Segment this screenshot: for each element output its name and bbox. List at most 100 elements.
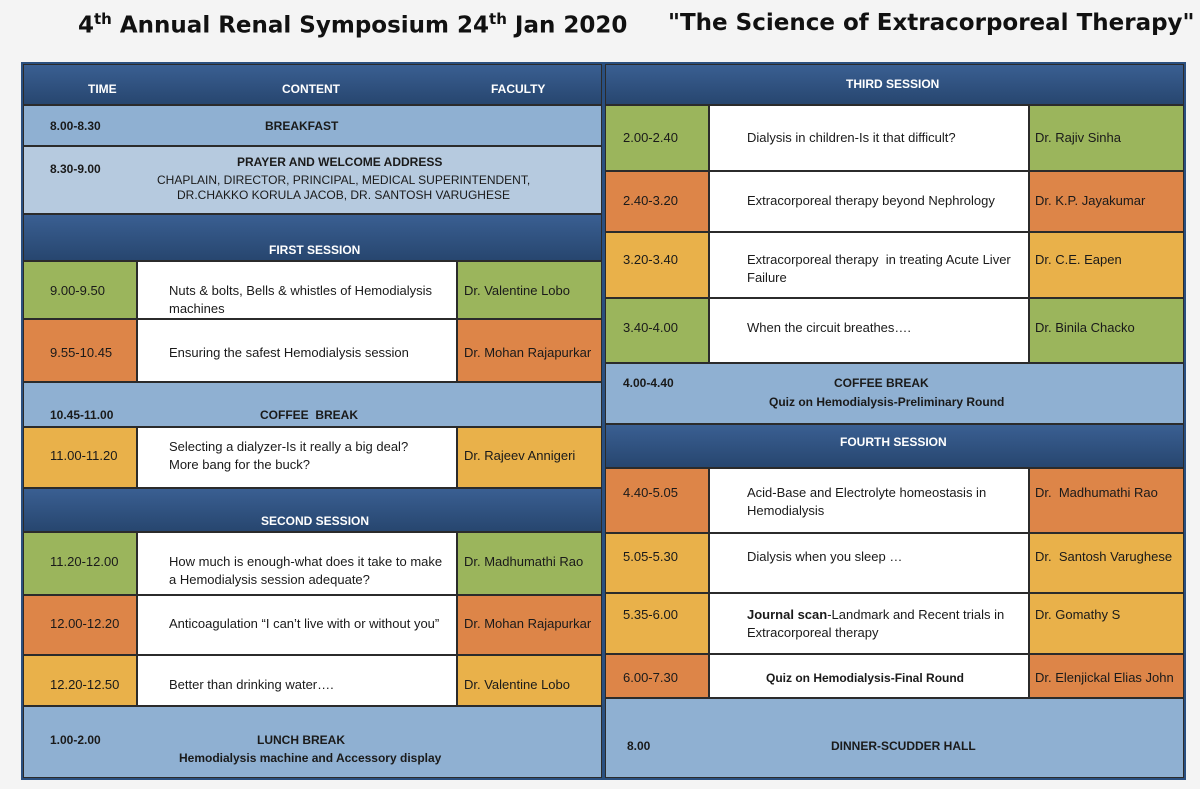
time-cell: 2.40-3.20 (605, 171, 709, 232)
row-time: 8.00 (627, 739, 651, 753)
row-label: LUNCH BREAK (257, 733, 345, 747)
content-cell: How much is enough-what does it take to … (137, 532, 457, 595)
time-cell: 12.00-12.20 (23, 595, 137, 655)
faculty-cell: Dr. Madhumathi Rao (1029, 468, 1184, 533)
time-cell: 9.55-10.45 (23, 319, 137, 382)
time-text: 5.35-6.00 (623, 607, 678, 622)
time-text: 11.00-11.20 (50, 448, 118, 463)
row-label: COFFEE BREAK (834, 376, 929, 390)
row-sub: Hemodialysis machine and Accessory displ… (179, 751, 442, 765)
faculty-cell: Dr. Mohan Rajapurkar (457, 595, 602, 655)
time-cell: 5.05-5.30 (605, 533, 709, 593)
content-cell: Quiz on Hemodialysis-Final Round (709, 654, 1029, 698)
faculty-cell: Dr. Elenjickal Elias John (1029, 654, 1184, 698)
faculty-text: Dr. Madhumathi Rao (464, 554, 584, 569)
time-cell: 2.00-2.40 (605, 105, 709, 171)
time-cell: 5.35-6.00 (605, 593, 709, 654)
row-label: BREAKFAST (265, 119, 339, 133)
content-text: Extracorporeal therapy (747, 625, 879, 640)
column-header-row: TIME CONTENT FACULTY (23, 64, 602, 105)
content-text: Extracorporeal therapy in treating Acute… (747, 252, 1011, 267)
dinner-row: 8.00 DINNER-SCUDDER HALL (605, 698, 1184, 778)
faculty-cell: Dr. Santosh Varughese (1029, 533, 1184, 593)
content-cell: Acid-Base and Electrolyte homeostasis in… (709, 468, 1029, 533)
row-time: 1.00-2.00 (50, 733, 101, 747)
time-text: 4.40-5.05 (623, 485, 678, 500)
faculty-cell: Dr. Rajeev Annigeri (457, 427, 602, 488)
title-sup: th (489, 10, 507, 28)
title-part: 4 (78, 12, 95, 39)
faculty-cell: Dr. C.E. Eapen (1029, 232, 1184, 298)
content-cell: Nuts & bolts, Bells & whistles of Hemodi… (137, 261, 457, 319)
content-text: a Hemodialysis session adequate? (169, 572, 370, 587)
content-text: Ensuring the safest Hemodialysis session (169, 345, 409, 360)
content-cell: Extracorporeal therapy in treating Acute… (709, 232, 1029, 298)
time-text: 5.05-5.30 (623, 549, 678, 564)
session-label: THIRD SESSION (846, 77, 940, 91)
time-cell: 9.00-9.50 (23, 261, 137, 319)
row-sub: DR.CHAKKO KORULA JACOB, DR. SANTOSH VARU… (177, 188, 510, 202)
content-text: Hemodialysis (747, 503, 825, 518)
faculty-cell: Dr. Madhumathi Rao (457, 532, 602, 595)
faculty-cell: Dr. Rajiv Sinha (1029, 105, 1184, 171)
lunch-break-row: 1.00-2.00 LUNCH BREAK Hemodialysis machi… (23, 706, 602, 778)
third-session-header: THIRD SESSION (605, 64, 1184, 105)
symposium-title: 4th Annual Renal Symposium 24th Jan 2020 (78, 10, 627, 39)
col-faculty-header: FACULTY (491, 82, 546, 96)
row-label: PRAYER AND WELCOME ADDRESS (237, 155, 443, 169)
faculty-text: Dr. Madhumathi Rao (1035, 485, 1158, 500)
faculty-text: Dr. Valentine Lobo (464, 283, 570, 298)
faculty-text: Dr. Gomathy S (1035, 607, 1121, 622)
faculty-text: Dr. Valentine Lobo (464, 677, 570, 692)
content-cell: When the circuit breathes…. (709, 298, 1029, 363)
theme-title: "The Science of Extracorporeal Therapy" (668, 10, 1195, 36)
coffee-break-row: 4.00-4.40 COFFEE BREAK Quiz on Hemodialy… (605, 363, 1184, 424)
coffee-break-row: 10.45-11.00 COFFEE BREAK (23, 382, 602, 427)
time-cell: 11.20-12.00 (23, 532, 137, 595)
faculty-text: Dr. Rajiv Sinha (1035, 130, 1121, 145)
time-text: 11.20-12.00 (50, 554, 119, 569)
fourth-session-header: FOURTH SESSION (605, 424, 1184, 468)
time-cell: 3.40-4.00 (605, 298, 709, 363)
time-text: 3.40-4.00 (623, 320, 678, 335)
welcome-row: 8.30-9.00 PRAYER AND WELCOME ADDRESS CHA… (23, 146, 602, 214)
content-text: Anticoagulation “I can’t live with or wi… (169, 616, 440, 631)
content-text: -Landmark and Recent trials in (827, 607, 1005, 622)
faculty-text: Dr. Santosh Varughese (1035, 549, 1173, 564)
time-text: 12.00-12.20 (50, 616, 120, 631)
faculty-text: Dr. Elenjickal Elias John (1035, 670, 1174, 685)
title-part: Jan 2020 (506, 12, 628, 39)
content-text: Failure (747, 270, 787, 285)
content-text: Extracorporeal therapy beyond Nephrology (747, 193, 995, 208)
faculty-text: Dr. Binila Chacko (1035, 320, 1135, 335)
session-label: FOURTH SESSION (840, 435, 947, 449)
content-cell: Anticoagulation “I can’t live with or wi… (137, 595, 457, 655)
time-cell: 11.00-11.20 (23, 427, 137, 488)
row-sub: CHAPLAIN, DIRECTOR, PRINCIPAL, MEDICAL S… (157, 173, 531, 187)
content-cell: Dialysis when you sleep … (709, 533, 1029, 593)
faculty-cell: Dr. Valentine Lobo (457, 261, 602, 319)
faculty-cell: Dr. K.P. Jayakumar (1029, 171, 1184, 232)
row-sub: Quiz on Hemodialysis-Preliminary Round (769, 395, 1005, 409)
row-time: 8.30-9.00 (50, 162, 101, 176)
breakfast-row: 8.00-8.30 BREAKFAST (23, 105, 602, 146)
time-cell: 12.20-12.50 (23, 655, 137, 706)
content-text: Acid-Base and Electrolyte homeostasis in (747, 485, 987, 500)
content-cell: Dialysis in children-Is it that difficul… (709, 105, 1029, 171)
row-label: DINNER-SCUDDER HALL (831, 739, 976, 753)
row-label: COFFEE BREAK (260, 408, 359, 422)
content-cell: Better than drinking water…. (137, 655, 457, 706)
faculty-cell: Dr. Mohan Rajapurkar (457, 319, 602, 382)
content-cell: Ensuring the safest Hemodialysis session (137, 319, 457, 382)
faculty-cell: Dr. Gomathy S (1029, 593, 1184, 654)
faculty-text: Dr. Rajeev Annigeri (464, 448, 576, 463)
journal-scan-label: Journal scan (747, 607, 828, 622)
title-part: Annual Renal Symposium 24 (111, 12, 490, 39)
row-time: 10.45-11.00 (50, 408, 114, 422)
time-cell: 4.40-5.05 (605, 468, 709, 533)
content-text: machines (169, 301, 225, 316)
second-session-header: SECOND SESSION (23, 488, 602, 532)
faculty-text: Dr. C.E. Eapen (1035, 252, 1122, 267)
content-cell: Extracorporeal therapy beyond Nephrology (709, 171, 1029, 232)
title-sup: th (94, 10, 112, 28)
